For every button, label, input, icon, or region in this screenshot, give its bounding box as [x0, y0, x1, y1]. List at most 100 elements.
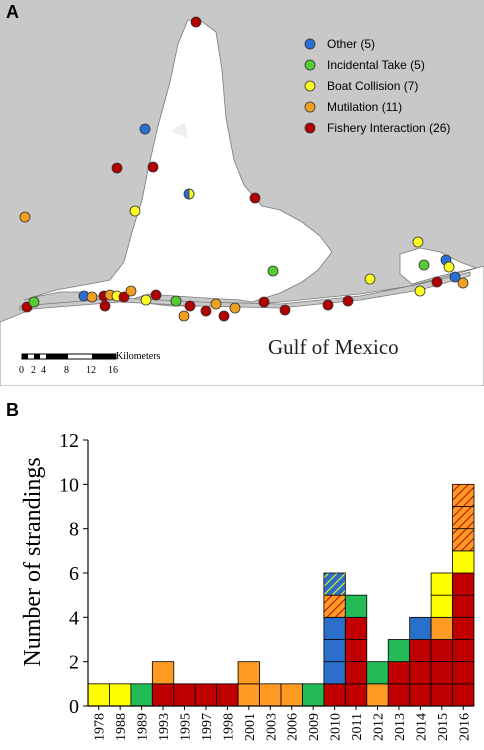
y-tick-label: 0	[69, 696, 79, 718]
y-tick-label: 12	[59, 430, 79, 452]
bar-segment	[452, 683, 475, 707]
bar-segment	[302, 683, 325, 707]
axes-layer: 0 2 4 6 8 10 12 1978 1988 1989 1993 1995 1997 1998 200…	[59, 430, 474, 741]
x-tick-label: 2006	[286, 713, 301, 741]
bar-segment	[409, 639, 432, 663]
stranding-marker	[125, 285, 137, 297]
y-tick-label: 2	[69, 652, 79, 674]
y-tick-label: 4	[69, 607, 79, 629]
bar-segment	[430, 594, 453, 618]
stranding-marker	[178, 310, 190, 322]
bar-segment	[87, 683, 110, 707]
stranding-markers	[19, 16, 469, 322]
stranding-marker	[443, 261, 455, 273]
bar-segment	[452, 616, 475, 640]
bar-segment	[173, 683, 196, 707]
bar-segment	[452, 572, 475, 596]
x-tick-label: 2013	[393, 713, 408, 741]
bar-segment	[430, 572, 453, 596]
scale-tick-16: 16	[108, 365, 118, 376]
bar-segment	[430, 661, 453, 685]
bar-segment	[237, 683, 260, 707]
bar-segment	[387, 639, 411, 663]
bar-segment	[344, 639, 368, 663]
stranding-marker	[86, 291, 98, 303]
stranding-marker	[170, 295, 182, 307]
stranding-marker	[342, 295, 354, 307]
bar-segment	[452, 639, 475, 663]
bars-layer	[87, 483, 475, 707]
bar-segment	[323, 572, 346, 596]
x-tick-label: 1989	[136, 713, 151, 741]
x-tick-label: 1997	[200, 713, 215, 741]
stranding-marker	[279, 304, 291, 316]
y-tick-label: 6	[69, 563, 79, 585]
stranding-marker	[267, 265, 279, 277]
bar-segment	[387, 661, 411, 685]
stranding-marker	[147, 161, 159, 173]
stranding-marker	[322, 299, 334, 311]
stranding-marker	[364, 273, 376, 285]
bar-segment	[452, 506, 475, 530]
scale-bar: Kilometers 0 2 4 8 12 16	[19, 351, 161, 376]
bar-segment	[452, 594, 475, 618]
bay-island	[171, 122, 188, 138]
scale-tick-0: 0	[19, 365, 24, 376]
x-tick-label: 2015	[436, 713, 451, 741]
stranding-marker	[218, 310, 230, 322]
y-axis-label: Number of strandings	[20, 457, 46, 666]
chart-panel-label: B	[6, 400, 19, 420]
legend-marker-mutilation	[304, 101, 316, 113]
bar-segment	[151, 661, 175, 685]
map-svg: A Other (5) Incidental Take (5) Boat Col…	[0, 0, 484, 386]
stranding-marker	[99, 300, 111, 312]
map-legend: Other (5) Incidental Take (5) Boat Colli…	[304, 37, 450, 135]
stranding-marker	[210, 298, 222, 310]
stranding-marker	[414, 285, 426, 297]
map-panel: A Other (5) Incidental Take (5) Boat Col…	[0, 0, 484, 386]
x-tick-label: 1978	[93, 713, 108, 741]
stranding-marker	[150, 289, 162, 301]
map-panel-label: A	[6, 2, 19, 22]
scale-tick-2: 2	[31, 365, 36, 376]
stranding-marker	[249, 192, 261, 204]
bar-segment	[344, 616, 368, 640]
legend-label-mutilation: Mutilation (11)	[327, 100, 402, 114]
x-tick-label: 1998	[221, 713, 236, 741]
gulf-of-mexico-label: Gulf of Mexico	[268, 335, 399, 359]
bar-segment	[452, 550, 475, 574]
bar-segment	[452, 528, 475, 552]
y-tick-label: 10	[59, 474, 79, 496]
bar-segment	[194, 683, 218, 707]
bar-segment	[259, 683, 282, 707]
legend-label-boat-collision: Boat Collision (7)	[327, 79, 418, 93]
scale-tick-12: 12	[86, 365, 96, 376]
legend-marker-fishery-interaction	[304, 122, 316, 134]
legend-label-fishery-interaction: Fishery Interaction (26)	[327, 121, 450, 135]
stranding-marker	[188, 188, 195, 200]
legend-marker-boat-collision	[304, 80, 316, 92]
stranding-marker	[412, 236, 424, 248]
bar-segment	[109, 683, 132, 707]
stranding-marker	[200, 305, 212, 317]
bar-segment	[237, 661, 260, 685]
x-tick-label: 2009	[307, 713, 322, 741]
x-tick-label: 1988	[114, 713, 129, 741]
bar-segment	[323, 683, 346, 707]
bay-water	[23, 19, 333, 303]
bar-segment	[452, 661, 475, 685]
x-tick-label: 2001	[243, 713, 258, 741]
scale-tick-4: 4	[41, 365, 46, 376]
bar-segment	[387, 683, 411, 707]
bar-segment	[151, 683, 175, 707]
stranding-marker	[258, 296, 270, 308]
scale-unit-label: Kilometers	[116, 351, 161, 362]
stranding-marker	[129, 205, 141, 217]
stranding-marker	[431, 276, 443, 288]
stranding-marker	[418, 259, 430, 271]
chart-panel: B Number of strandings 0 2 4 6 8 10 12 1978 1988…	[0, 392, 484, 750]
bar-segment	[366, 661, 389, 685]
bar-segment	[344, 594, 368, 618]
bar-segment	[216, 683, 239, 707]
x-tick-label: 2011	[350, 713, 365, 740]
